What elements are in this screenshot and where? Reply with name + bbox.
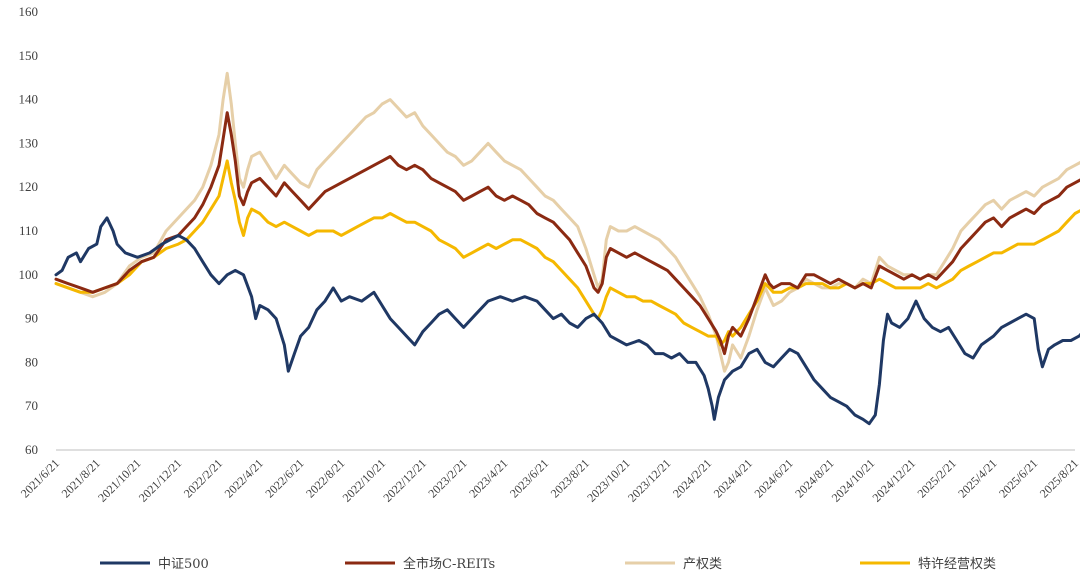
x-tick-label: 2021/10/21 — [95, 456, 144, 505]
series-line-0 — [54, 216, 1080, 426]
legend-label: 中证500 — [158, 557, 209, 572]
y-tick-label: 60 — [25, 442, 38, 457]
x-axis: 2021/6/212021/8/212021/10/212021/12/2120… — [18, 449, 1080, 505]
legend-label: 特许经营权类 — [918, 556, 996, 572]
y-tick-label: 110 — [19, 223, 38, 238]
y-tick-label: 70 — [25, 398, 38, 413]
x-tick-label: 2023/2/21 — [425, 456, 469, 500]
y-tick-label: 90 — [25, 311, 38, 326]
x-tick-label: 2024/6/21 — [751, 456, 795, 500]
x-tick-label: 2023/10/21 — [584, 456, 633, 505]
y-tick-label: 130 — [19, 135, 39, 150]
x-tick-label: 2024/10/21 — [829, 456, 878, 505]
x-tick-label: 2023/12/21 — [625, 456, 674, 505]
x-tick-label: 2022/12/21 — [380, 456, 429, 505]
series-layer — [54, 71, 1080, 426]
x-tick-label: 2025/6/21 — [996, 456, 1040, 500]
series-line-3 — [54, 159, 1080, 347]
y-tick-label: 100 — [19, 267, 39, 282]
x-tick-label: 2025/8/21 — [1037, 456, 1080, 500]
x-tick-label: 2021/12/21 — [136, 456, 185, 505]
y-tick-label: 140 — [19, 92, 39, 107]
legend: 中证500 全市场C-REITs 产权类 特许经营权类 — [100, 556, 996, 572]
x-tick-label: 2023/6/21 — [507, 456, 551, 500]
x-tick-label: 2024/4/21 — [711, 456, 755, 500]
x-tick-label: 2021/6/21 — [18, 456, 62, 500]
x-tick-label: 2024/12/21 — [870, 456, 919, 505]
x-tick-label: 2022/4/21 — [222, 456, 266, 500]
y-tick-label: 120 — [19, 179, 39, 194]
y-tick-label: 80 — [25, 354, 38, 369]
x-tick-label: 2024/2/21 — [670, 456, 714, 500]
y-tick-label: 160 — [19, 4, 39, 19]
x-tick-label: 2022/6/21 — [262, 456, 306, 500]
series-line-1 — [54, 111, 1080, 356]
x-tick-label: 2023/4/21 — [466, 456, 510, 500]
y-axis: 60 70 80 90 100 110 120 130 140 150 160 — [19, 4, 39, 457]
x-tick-label: 2022/2/21 — [181, 456, 225, 500]
x-tick-label: 2025/2/21 — [915, 456, 959, 500]
legend-label: 全市场C-REITs — [403, 556, 495, 572]
y-tick-label: 150 — [19, 48, 39, 63]
x-tick-label: 2022/10/21 — [340, 456, 389, 505]
x-tick-label: 2025/4/21 — [955, 456, 999, 500]
series-line-2 — [54, 71, 1080, 373]
legend-label: 产权类 — [683, 556, 722, 572]
